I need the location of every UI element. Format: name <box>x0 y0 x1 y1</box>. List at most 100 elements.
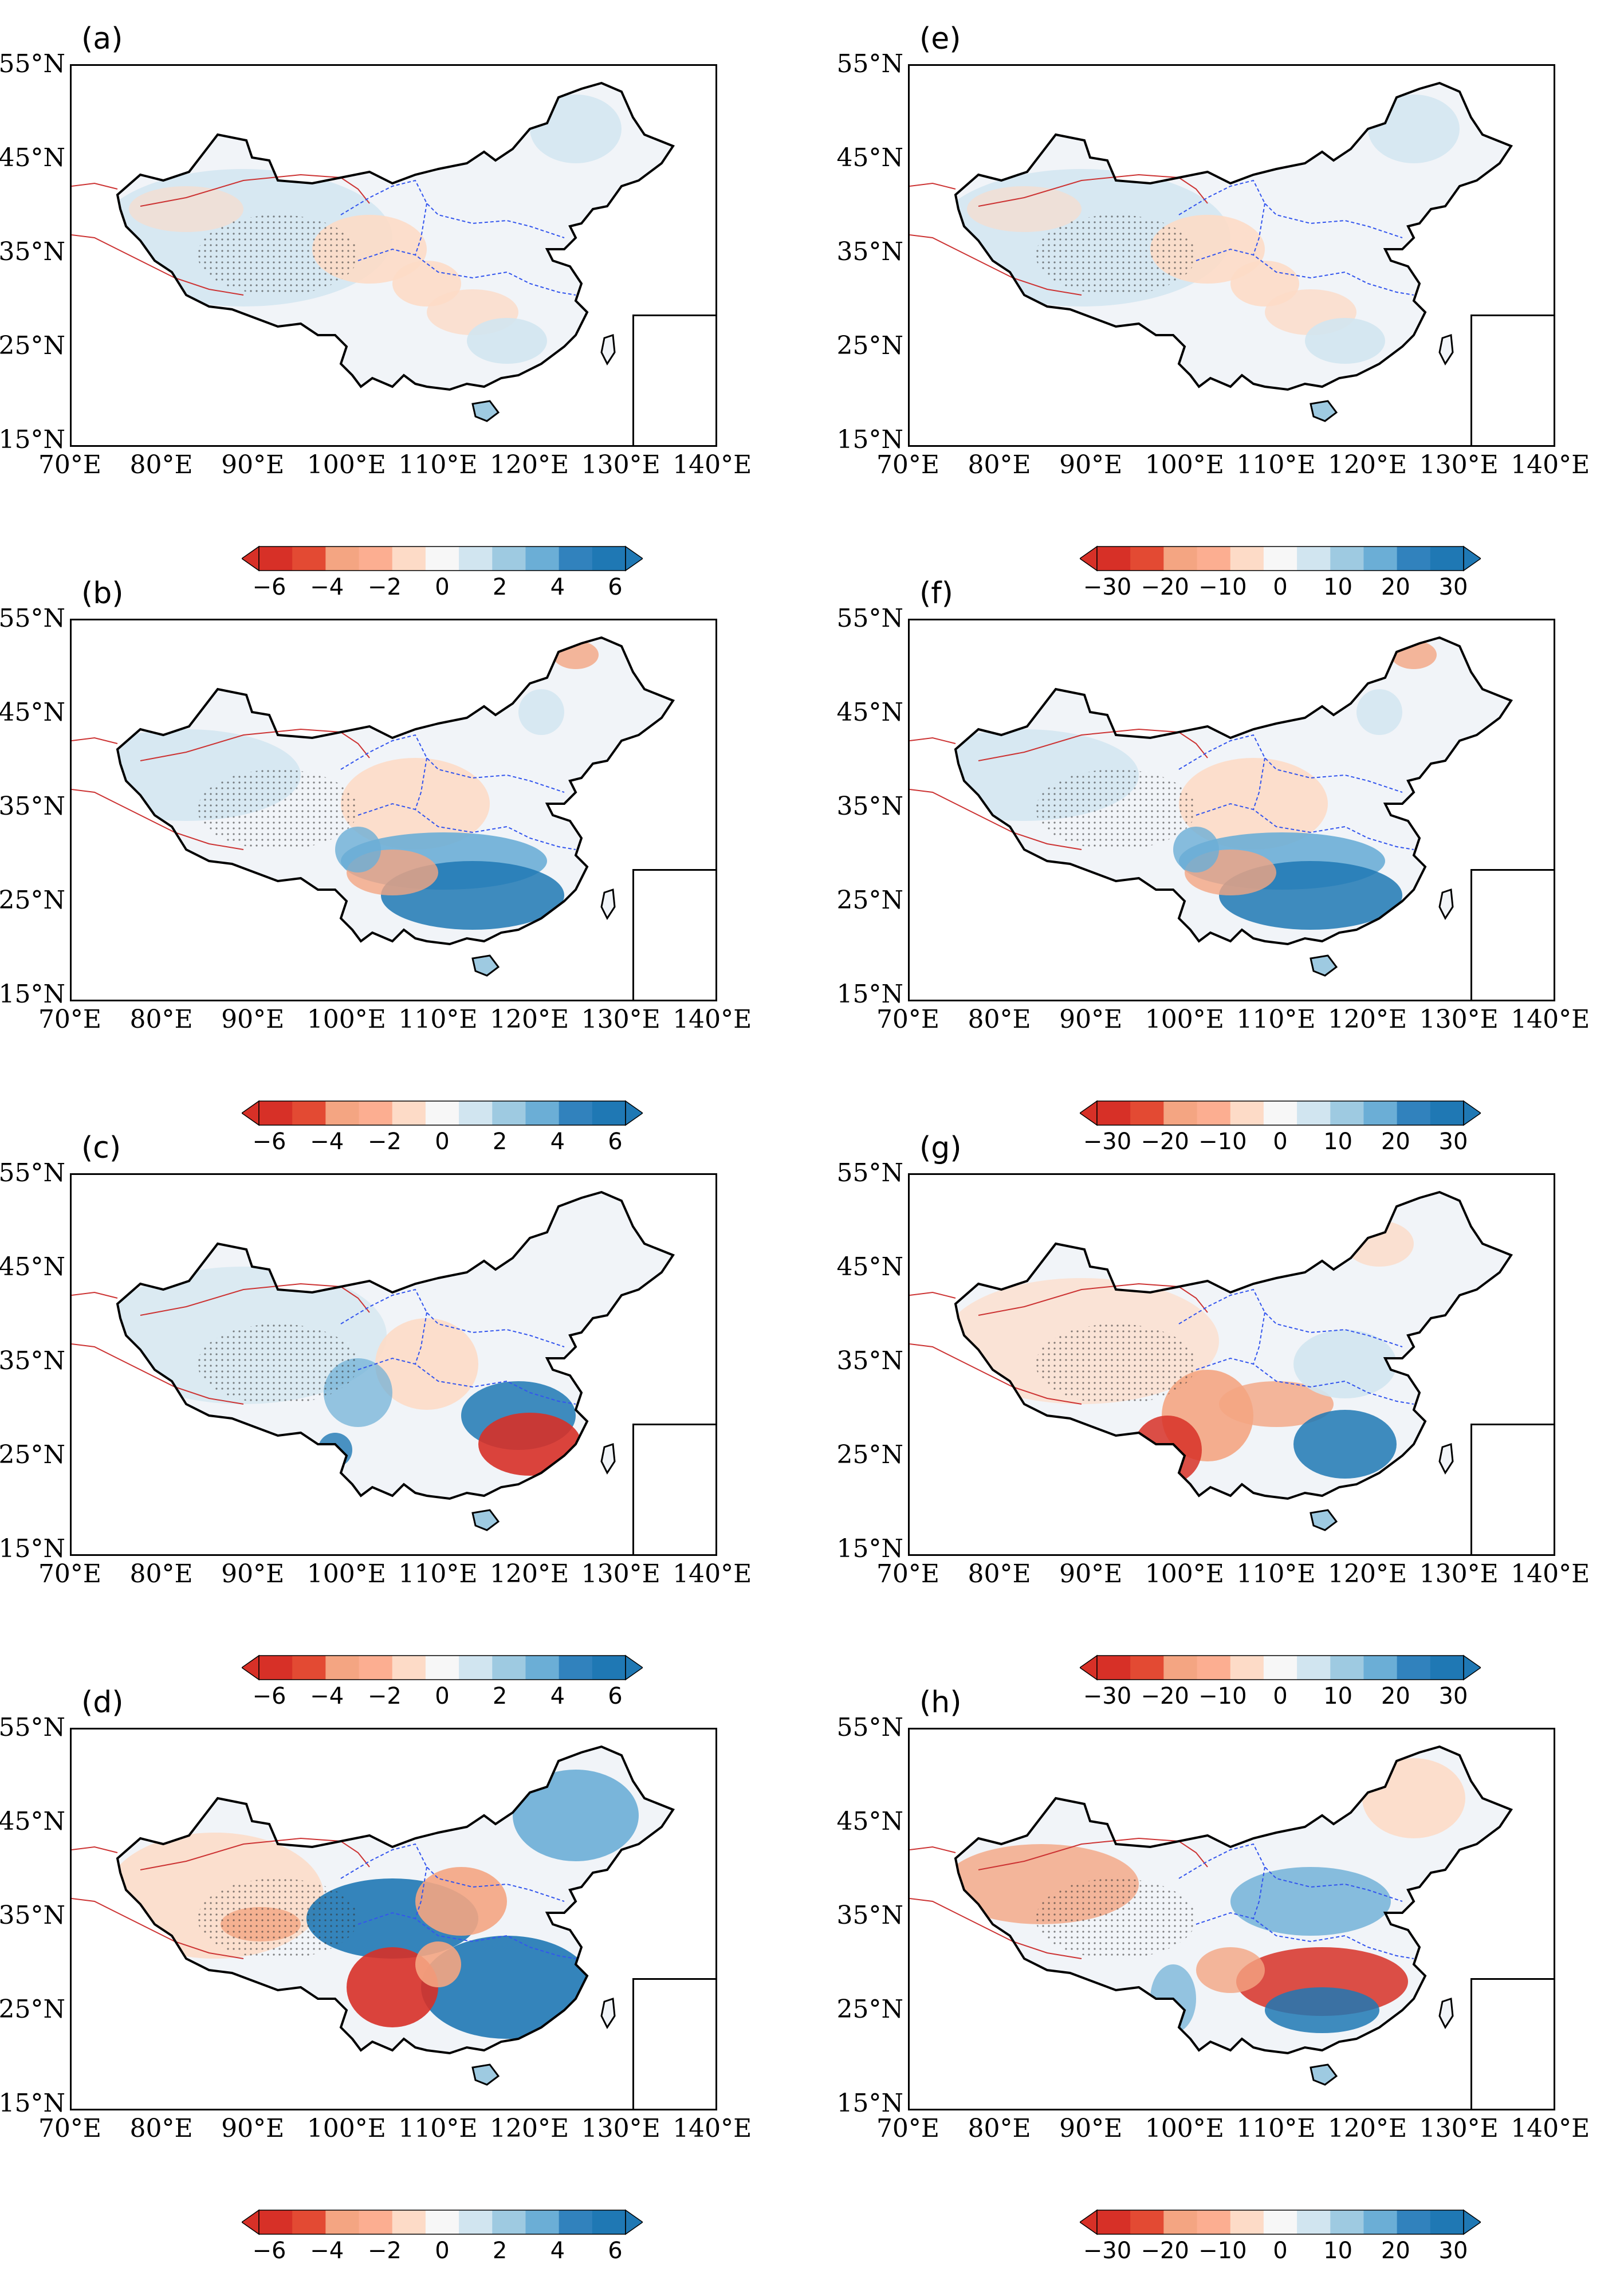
anomaly-region <box>1219 1381 1334 1427</box>
river-line <box>1253 1312 1265 1365</box>
anomaly-region <box>1293 1410 1397 1479</box>
taiwan-island <box>1438 1442 1454 1475</box>
anomaly-region <box>1293 1330 1397 1398</box>
china-map <box>910 636 1513 977</box>
latitude-label: 15°N <box>0 2089 65 2118</box>
colorbar-tick-label: −20 <box>1141 2238 1189 2264</box>
river-line <box>910 1283 1208 1316</box>
longitude-label: 130°E <box>1419 450 1499 479</box>
colorbar-segment <box>292 2210 326 2234</box>
river-line <box>910 728 1208 761</box>
longitude-label: 120°E <box>1328 1559 1407 1589</box>
colorbar-tick-label: −30 <box>1083 1129 1132 1155</box>
latitude-label: 15°N <box>0 1534 65 1563</box>
longitude-label: 140°E <box>1511 1559 1590 1589</box>
south-china-sea-inset <box>632 869 715 1000</box>
map-frame <box>70 1728 717 2110</box>
colorbar-segment <box>1097 1656 1131 1680</box>
latitude-label: 35°N <box>0 792 65 821</box>
colorbar-segment <box>425 2210 459 2234</box>
river-line <box>910 1343 1082 1405</box>
colorbar-extend-max <box>1463 1100 1482 1126</box>
colorbar-segment <box>1130 1101 1164 1125</box>
panel-label: (a) <box>81 22 123 56</box>
longitude-label: 120°E <box>490 1005 569 1034</box>
colorbar-segment <box>1397 547 1431 571</box>
colorbar-segment <box>592 2210 626 2234</box>
longitude-label: 90°E <box>1059 1559 1123 1589</box>
river-line <box>910 789 1082 850</box>
china-map <box>72 1190 675 1531</box>
hainan-island <box>471 400 500 422</box>
latitude-label: 35°N <box>0 1346 65 1375</box>
panel-label: (b) <box>81 576 124 611</box>
river-line <box>1178 1843 1403 1902</box>
latitude-label: 15°N <box>836 980 904 1009</box>
river-line <box>72 789 244 850</box>
colorbar-segment <box>359 2210 393 2234</box>
colorbar-tick-label: 20 <box>1381 1683 1410 1709</box>
colorbar-segment <box>592 1656 626 1680</box>
south-china-sea-inset <box>632 1424 715 1554</box>
china-border <box>954 636 1513 946</box>
longitude-label: 70°E <box>38 1005 102 1034</box>
colorbar-segment <box>525 1656 560 1680</box>
map-frame <box>908 619 1555 1001</box>
colorbar-extend-max <box>1463 1654 1482 1681</box>
colorbar-segment <box>1230 1101 1264 1125</box>
colorbar-tick-label: −10 <box>1198 2238 1247 2264</box>
longitude-label: 80°E <box>968 1559 1031 1589</box>
colorbar-tick-label: 4 <box>550 1129 565 1155</box>
colorbar: −30 −20 −10 0 10 20 30 <box>1079 1100 1482 1163</box>
longitude-label: 110°E <box>1236 450 1316 479</box>
panel-label: (c) <box>81 1131 121 1165</box>
colorbar-segment <box>1130 547 1164 571</box>
river-line <box>1253 757 1265 810</box>
anomaly-region <box>1305 318 1385 364</box>
colorbar-tick-label: 10 <box>1323 1129 1353 1155</box>
colorbar-segment <box>459 1656 493 1680</box>
longitude-label: 110°E <box>1236 2114 1316 2143</box>
significance-stipple <box>1036 769 1196 850</box>
river-line <box>1196 1357 1414 1405</box>
latitude-label: 45°N <box>0 1807 65 1836</box>
anomaly-region <box>335 827 381 872</box>
latitude-label: 35°N <box>836 792 904 821</box>
longitude-label: 140°E <box>673 1559 752 1589</box>
colorbar-segment <box>525 1101 560 1125</box>
colorbar-segment <box>1197 2210 1231 2234</box>
latitude-label: 15°N <box>0 425 65 454</box>
longitude-label: 120°E <box>490 2114 569 2143</box>
latitude-label: 35°N <box>836 1346 904 1375</box>
longitude-label: 110°E <box>398 1559 478 1589</box>
colorbar-segment <box>1430 1656 1464 1680</box>
river-line <box>72 1283 370 1316</box>
south-china-sea-inset <box>632 315 715 445</box>
latitude-label: 25°N <box>836 1440 904 1469</box>
longitude-label: 110°E <box>1236 1005 1316 1034</box>
longitude-label: 70°E <box>876 1559 940 1589</box>
map-frame <box>70 64 717 447</box>
panel-label: (d) <box>81 1685 124 1720</box>
colorbar-tick-label: 20 <box>1381 1129 1410 1155</box>
colorbar-tick-label: 0 <box>1273 1129 1288 1155</box>
colorbar-tick-label: −30 <box>1083 2238 1132 2264</box>
latitude-label: 45°N <box>836 1807 904 1836</box>
longitude-label: 110°E <box>398 450 478 479</box>
latitude-label: 55°N <box>0 1158 65 1188</box>
longitude-label: 100°E <box>1145 1559 1224 1589</box>
colorbar-segment <box>292 547 326 571</box>
colorbar: −6 −4 −2 0 2 4 6 <box>241 2209 644 2272</box>
longitude-label: 100°E <box>306 2114 386 2143</box>
river-line <box>340 1288 565 1347</box>
colorbar-segment <box>1197 1656 1231 1680</box>
colorbar-segment <box>1197 1101 1231 1125</box>
colorbar-tick-label: 30 <box>1438 1129 1468 1155</box>
latitude-label: 55°N <box>0 604 65 633</box>
river-line <box>72 728 370 761</box>
longitude-label: 120°E <box>1328 1005 1407 1034</box>
longitude-label: 140°E <box>673 2114 752 2143</box>
colorbar-segment <box>425 1656 459 1680</box>
colorbar-tick-label: 4 <box>550 574 565 600</box>
colorbar-tick-label: 30 <box>1438 2238 1468 2264</box>
